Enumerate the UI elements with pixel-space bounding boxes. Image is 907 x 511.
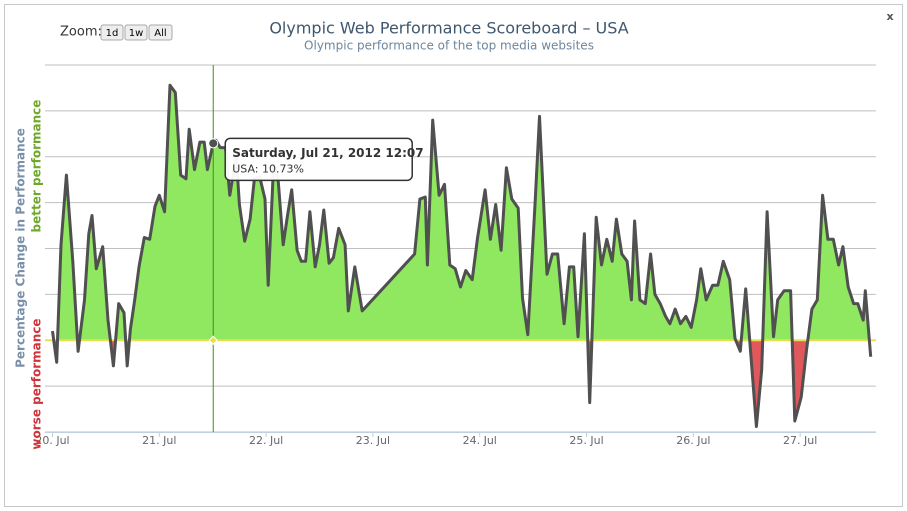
x-tick-label: 23. Jul: [356, 434, 390, 447]
zero-marker: [208, 335, 218, 345]
chart-title: Olympic Web Performance Scoreboard – USA: [269, 19, 628, 38]
x-tick-label: 22. Jul: [249, 434, 283, 447]
series-line: [51, 83, 873, 428]
zoom-button[interactable]: [124, 24, 148, 41]
chart-subtitle: Olympic performance of the top media web…: [304, 39, 594, 53]
x-tick-label: 24. Jul: [463, 434, 497, 447]
y-axis-positive-label: better performance: [30, 100, 44, 233]
zoom-button-label[interactable]: All: [154, 28, 166, 39]
tooltip-box: [224, 137, 413, 182]
area-positive: [52, 85, 871, 341]
y-axis-title: Percentage Change in Performance: [14, 128, 28, 368]
zoom-buttons: 1d 1w All: [100, 24, 173, 41]
x-tick-label: 27. Jul: [783, 434, 817, 447]
zoom-button-label[interactable]: 1w: [129, 28, 144, 39]
zoom-button[interactable]: [148, 24, 173, 41]
close-button[interactable]: x: [886, 10, 893, 23]
x-tick-label: 25. Jul: [569, 434, 603, 447]
zoom-button-label[interactable]: 1d: [106, 28, 119, 39]
plot-area: 20. Jul 21. Jul 22. Jul 23. Jul 24. Jul 25. J…: [35, 64, 876, 447]
tooltip-header: Saturday, Jul 21, 2012 12:07: [232, 146, 423, 160]
y-axis-negative-label: worse performance: [30, 318, 44, 449]
hover-marker: [208, 138, 219, 149]
tooltip-text: USA: 10.73%: [232, 162, 304, 175]
zoom-label: Zoom:: [60, 25, 102, 40]
tooltip: Saturday, Jul 21, 2012 12:07 USA: 10.73%: [224, 137, 424, 182]
x-tick-label: 20. Jul: [35, 434, 69, 447]
x-tick-label: 26. Jul: [676, 434, 710, 447]
x-tick-label: 21. Jul: [142, 434, 176, 447]
zoom-button[interactable]: [100, 24, 124, 41]
